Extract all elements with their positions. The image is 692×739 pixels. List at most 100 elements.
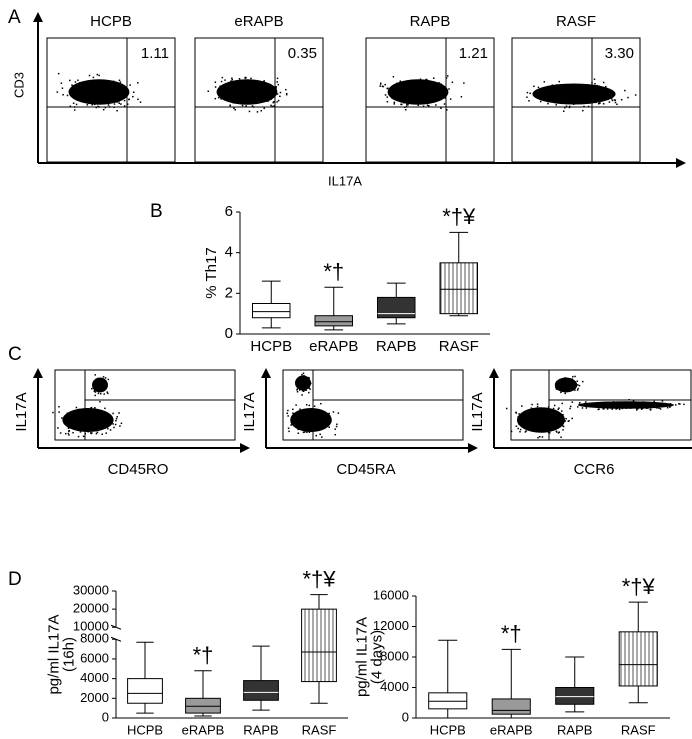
- dot: [332, 411, 335, 413]
- dot: [92, 416, 94, 418]
- dot: [77, 93, 80, 96]
- dot: [544, 421, 547, 423]
- dot: [259, 96, 261, 98]
- dot: [572, 375, 574, 378]
- dot: [105, 420, 107, 423]
- dot: [310, 424, 312, 426]
- dot: [237, 92, 240, 95]
- dot: [98, 389, 101, 391]
- dot: [287, 415, 289, 417]
- dot: [104, 83, 106, 86]
- x-axis-label: CD45RA: [336, 461, 395, 478]
- dot: [565, 378, 567, 380]
- dot: [124, 94, 127, 97]
- dot: [547, 102, 549, 105]
- dot: [100, 413, 102, 416]
- dot: [230, 93, 233, 96]
- dot: [603, 408, 605, 410]
- dot: [96, 416, 99, 419]
- dot: [588, 404, 591, 406]
- dot: [421, 96, 424, 99]
- dot: [637, 407, 639, 410]
- dot: [307, 421, 309, 423]
- dot: [78, 85, 81, 87]
- dot: [89, 84, 92, 87]
- dot: [79, 416, 82, 418]
- dot: [666, 404, 669, 406]
- dot: [245, 87, 248, 89]
- dot: [435, 104, 437, 106]
- dot: [308, 415, 311, 418]
- dot: [412, 100, 414, 103]
- dot: [97, 418, 100, 420]
- dot: [304, 387, 306, 389]
- dot: [76, 418, 79, 421]
- dot: [304, 389, 306, 391]
- dot: [298, 422, 301, 425]
- dot: [263, 80, 265, 82]
- dot: [243, 85, 245, 87]
- dot: [96, 379, 99, 382]
- box: [555, 687, 595, 705]
- dot: [617, 405, 619, 408]
- dot: [658, 407, 660, 410]
- dot: [625, 401, 628, 404]
- dot: [238, 98, 241, 101]
- plot-frame: [282, 369, 464, 441]
- dot: [595, 404, 597, 406]
- dot: [89, 427, 91, 429]
- dot: [104, 377, 107, 379]
- dot: [324, 418, 326, 421]
- dot: [243, 80, 246, 83]
- dot: [543, 431, 545, 433]
- dot: [414, 101, 416, 104]
- dot: [98, 81, 100, 83]
- dot: [424, 91, 426, 94]
- dot: [240, 89, 242, 91]
- dot: [553, 94, 555, 97]
- dot: [286, 412, 288, 415]
- dot: [577, 99, 579, 102]
- dot: [323, 422, 325, 424]
- dot: [287, 427, 290, 429]
- dot: [549, 422, 551, 425]
- dot: [308, 419, 311, 421]
- dot: [428, 94, 430, 96]
- dot: [549, 415, 551, 417]
- dot: [297, 432, 300, 435]
- dot: [426, 104, 429, 107]
- dot: [72, 427, 75, 429]
- dot: [137, 82, 139, 84]
- dot: [414, 94, 416, 96]
- dot: [409, 90, 412, 93]
- x-tick-label: RAPB: [243, 722, 278, 737]
- dot: [560, 436, 562, 438]
- dot: [589, 91, 592, 93]
- dot: [266, 93, 269, 96]
- dot: [400, 89, 403, 92]
- dot: [105, 86, 108, 89]
- dot: [535, 415, 537, 418]
- dot: [519, 430, 521, 433]
- dot: [424, 101, 427, 103]
- dot: [116, 94, 118, 97]
- dot: [600, 93, 602, 95]
- dot: [89, 425, 91, 428]
- dot: [446, 109, 448, 111]
- dot: [569, 96, 571, 98]
- dot: [232, 92, 235, 95]
- dot: [275, 87, 277, 89]
- dot: [318, 416, 320, 419]
- dot: [542, 414, 544, 417]
- dot: [612, 406, 615, 408]
- dot: [636, 409, 638, 411]
- dot: [536, 97, 538, 99]
- dot: [391, 97, 393, 99]
- dot: [315, 426, 317, 428]
- dot: [114, 83, 117, 86]
- dot: [526, 413, 529, 416]
- dot: [422, 81, 425, 84]
- dot: [77, 79, 79, 82]
- dot: [399, 80, 402, 82]
